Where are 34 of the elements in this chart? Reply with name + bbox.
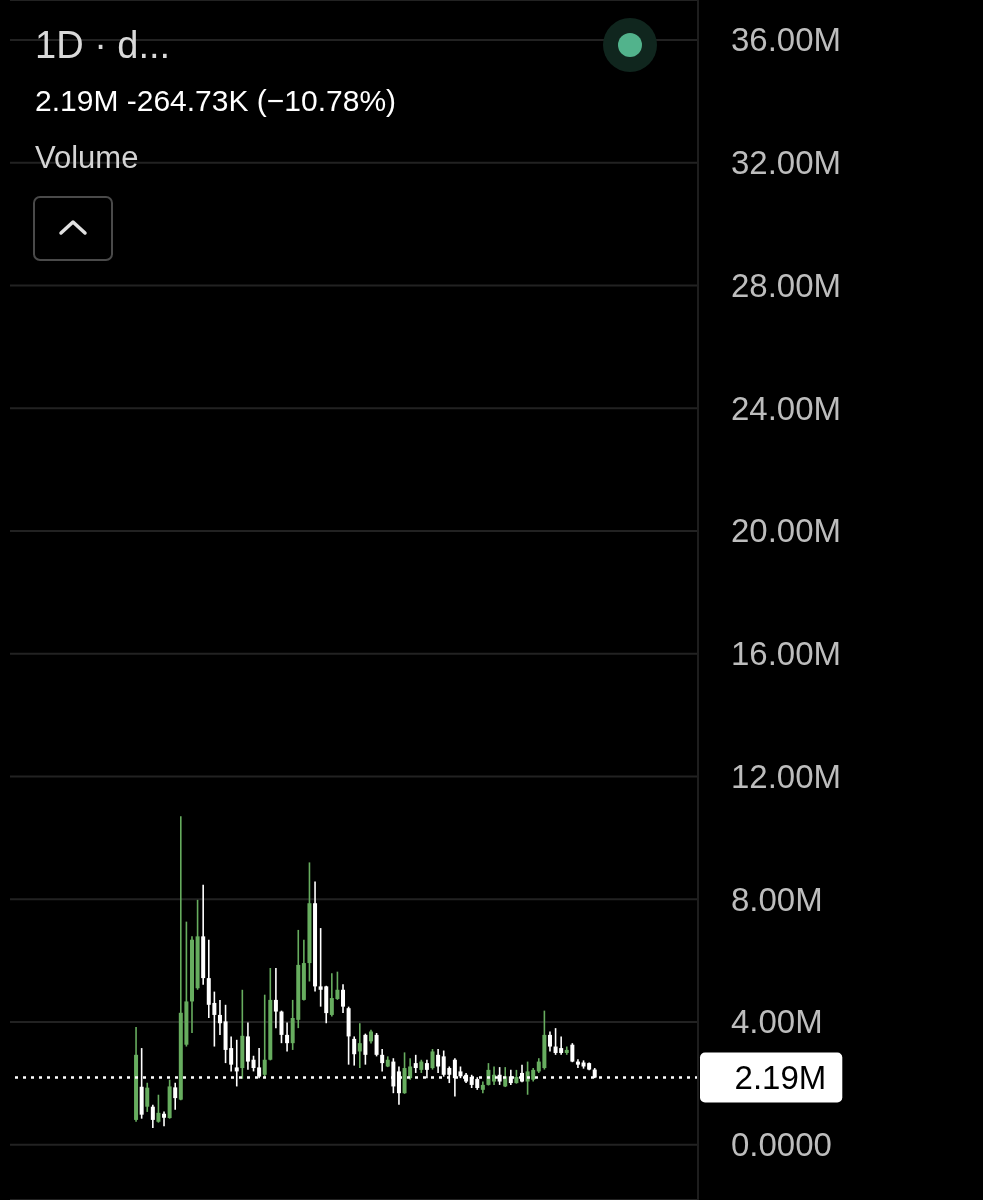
y-tick-label: 0.0000 [731,1126,832,1164]
candlestick [363,1032,368,1066]
y-tick-label: 32.00M [731,144,842,182]
candlestick [217,999,222,1036]
y-tick-label: 28.00M [731,266,842,304]
candlestick [145,1081,150,1113]
candlestick [341,983,346,1014]
y-tick-label: 8.00M [731,880,823,918]
candlestick [150,1104,155,1129]
text: 2.19M -264.73K (−10.78%) [35,83,397,119]
y-tick-label: 16.00M [731,635,842,673]
y-tick-label: 24.00M [731,389,842,427]
candlestick [156,1093,161,1124]
y-tick-label: 4.00M [731,1003,823,1041]
candlestick [547,1030,552,1053]
y-tick-label: 12.00M [731,757,842,795]
annotation: Volume [35,139,139,177]
text: 1D · d... [35,23,171,67]
y-tick-label: 36.00M [731,21,842,59]
candlestick [413,1054,418,1074]
candlestick [273,967,278,1029]
candlestick [352,1035,357,1067]
ref-line-label: 2.19M [734,1059,827,1097]
candlestick [430,1048,435,1071]
candlestick [279,1009,284,1044]
candlestick [285,1021,290,1053]
candlestick [492,1065,497,1086]
candlestick [374,1032,379,1058]
candlestick [262,993,267,1079]
candlestick [357,1022,362,1069]
y-tick-label: 20.00M [731,512,842,550]
candlestick [380,1048,385,1073]
candlestick [173,1081,178,1111]
candlestick [436,1048,441,1074]
